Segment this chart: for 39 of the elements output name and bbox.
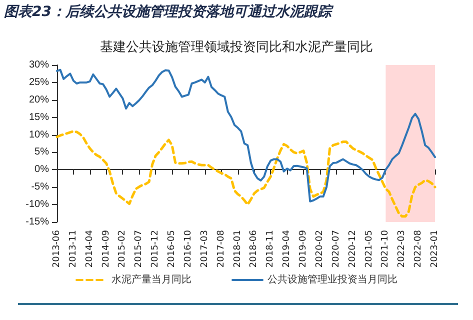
y-tick-label: -5% — [31, 182, 50, 193]
legend-label: 水泥产量当月同比 — [112, 274, 192, 286]
chart-title: 图表23：后续公共设施管理投资落地可通过水泥跟踪 — [4, 3, 332, 21]
x-tick-label: 2018-01 — [232, 230, 243, 268]
y-tick-label: 10% — [28, 129, 50, 140]
y-tick-label: 20% — [28, 94, 50, 106]
x-tick-label: 2020-12 — [348, 230, 358, 268]
x-tick-label: 2015-12 — [150, 230, 161, 268]
y-tick-label: 30% — [28, 60, 50, 70]
x-tick-label: 2014-09 — [101, 230, 112, 268]
x-tick-label: 2020-02 — [314, 230, 325, 268]
x-tick-label: 2018-06 — [249, 230, 260, 268]
x-tick-label: 2018-11 — [266, 230, 276, 268]
x-tick-label: 2017-03 — [200, 230, 210, 268]
legend-label: 公共设施管理业投资当月同比 — [268, 274, 398, 286]
x-tick-label: 2016-05 — [167, 230, 178, 268]
line-series — [56, 130, 436, 218]
y-tick-label: -15% — [26, 216, 50, 228]
x-tick-label: 2013-06 — [52, 230, 62, 268]
x-tick-label: 2021-10 — [380, 230, 391, 268]
x-tick-label: 2022-08 — [414, 230, 424, 268]
chart-subtitle: 基建公共设施管理领域投资同比和水泥产量同比 — [100, 40, 373, 55]
y-tick-label: 5% — [34, 146, 50, 158]
y-tick-label: 25% — [28, 76, 50, 88]
x-tick-label: 2014-04 — [84, 230, 95, 268]
x-tick-label: 2015-07 — [134, 230, 144, 268]
x-tick-label: 2015-02 — [118, 230, 128, 268]
y-tick-label: 15% — [28, 112, 50, 123]
x-tick-label: 2021-05 — [364, 230, 374, 268]
x-tick-label: 2020-07 — [331, 230, 342, 268]
x-tick-label: 2013-11 — [68, 230, 78, 268]
x-tick-label: 2016-10 — [183, 230, 194, 268]
x-tick-label: 2019-04 — [282, 230, 292, 268]
y-tick-label: -10% — [26, 199, 50, 210]
y-tick-label: 0% — [34, 164, 50, 176]
x-tick-label: 2023-01 — [430, 230, 440, 268]
x-tick-label: 2022-03 — [397, 230, 408, 268]
x-tick-label: 2017-08 — [216, 230, 226, 268]
x-tick-label: 2019-09 — [298, 230, 309, 268]
